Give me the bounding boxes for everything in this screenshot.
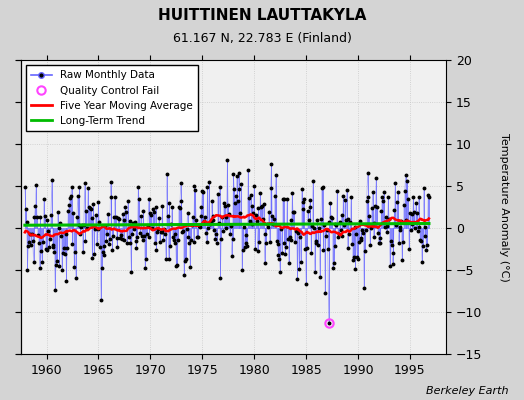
Y-axis label: Temperature Anomaly (°C): Temperature Anomaly (°C) [499, 133, 509, 282]
Legend: Raw Monthly Data, Quality Control Fail, Five Year Moving Average, Long-Term Tren: Raw Monthly Data, Quality Control Fail, … [26, 65, 198, 131]
Text: HUITTINEN LAUTTAKYLA: HUITTINEN LAUTTAKYLA [158, 8, 366, 23]
Text: Berkeley Earth: Berkeley Earth [426, 386, 508, 396]
Text: 61.167 N, 22.783 E (Finland): 61.167 N, 22.783 E (Finland) [172, 32, 352, 45]
